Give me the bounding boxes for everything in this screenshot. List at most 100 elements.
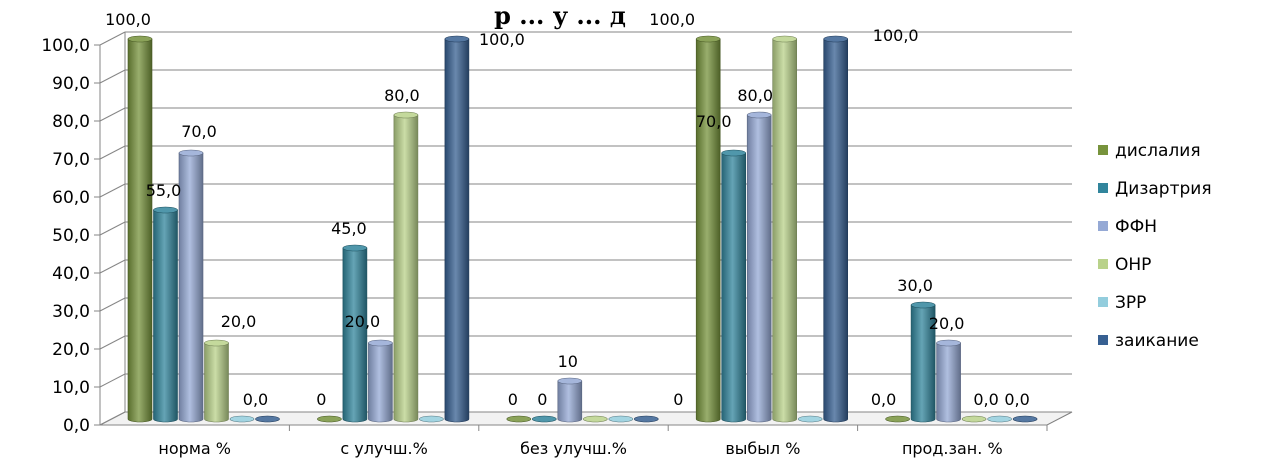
x-category-label: норма % [158, 439, 231, 458]
y-tick-label: 80,0 [52, 112, 90, 132]
data-label: 100,0 [873, 26, 919, 45]
bar-top-ОНР-выбыл % [772, 35, 798, 43]
data-label: 0,0 [1004, 390, 1029, 409]
data-label: 55,0 [146, 181, 182, 200]
bar-top-дислалия-норма % [127, 35, 153, 43]
gridline-depth [99, 183, 126, 198]
y-tick-label: 20,0 [52, 340, 90, 360]
bar-top-ЗРР-с улучш.% [419, 415, 444, 423]
y-tick-label: 30,0 [52, 302, 90, 322]
data-label: 100,0 [479, 30, 525, 49]
bar-top-Дизартрия-с улучш.% [342, 244, 368, 252]
data-label: 80,0 [737, 86, 773, 105]
legend-label: дислалия [1115, 141, 1201, 161]
bar-ФФН-норма % [178, 152, 204, 423]
axes: 0,0 10,0 20,0 30,0 40,0 50,0 60,0 70,0 80,0 90,0 1… [41, 32, 1048, 458]
bar-Дизартрия-выбыл % [721, 152, 746, 423]
legend-label: ФФН [1115, 217, 1157, 237]
gridline-depth [99, 411, 126, 426]
bar-top-ЗРР-выбыл % [797, 415, 823, 423]
bar-ОНР-с улучш.% [393, 114, 419, 423]
bar-заикание-с улучш.% [444, 38, 470, 423]
bar-top-дислалия-без улучш.% [506, 415, 532, 423]
data-label: 0 [316, 390, 326, 409]
bar-top-заикание-выбыл % [823, 35, 849, 43]
bar-top-ОНР-норма % [204, 339, 229, 347]
gridline-depth [99, 31, 126, 46]
bar-top-Дизартрия-норма % [153, 206, 178, 214]
data-label: 0,0 [973, 390, 998, 409]
x-category-label: с улучш.% [340, 439, 427, 458]
data-label: 30,0 [897, 276, 933, 295]
y-tick-label: 0,0 [63, 416, 90, 436]
bar-ОНР-выбыл % [772, 38, 797, 423]
bar-top-заикание-без улучш.% [633, 415, 659, 423]
y-tick-label: 50,0 [52, 226, 90, 246]
bar-ФФН-с улучш.% [368, 342, 393, 423]
legend-label: ОНР [1115, 255, 1151, 275]
y-tick-label: 70,0 [52, 150, 90, 170]
bar-top-ФФН-норма % [178, 149, 204, 157]
legend-label: Дизартрия [1115, 179, 1212, 199]
gridline-depth [99, 259, 126, 274]
bar-top-ОНР-с улучш.% [393, 111, 419, 119]
data-label: 0 [537, 390, 547, 409]
bar-top-ОНР-без улучш.% [582, 415, 608, 423]
legend-swatch [1098, 145, 1108, 155]
bar-top-заикание-норма % [255, 415, 280, 423]
y-tick-label: 10,0 [52, 378, 90, 398]
bar-top-дислалия-прод.зан. % [885, 415, 910, 423]
bar-top-дислалия-выбыл % [695, 35, 721, 43]
bars [127, 35, 1038, 423]
data-label: 100,0 [780, 0, 826, 1]
bar-top-ФФН-прод.зан. % [936, 339, 961, 347]
y-tick-label: 40,0 [52, 264, 90, 284]
gridline-depth [99, 107, 126, 122]
data-label: 10 [558, 352, 578, 371]
chart-title: р ... у ... д [494, 1, 626, 30]
legend-swatch [1098, 183, 1108, 193]
bar-top-дислалия-с улучш.% [317, 415, 342, 423]
data-label: 45,0 [331, 219, 367, 238]
data-label: 70,0 [696, 112, 732, 131]
data-label: 100,0 [105, 10, 151, 29]
bar-Дизартрия-норма % [153, 209, 178, 423]
bar-дислалия-норма % [127, 38, 153, 423]
legend-swatch [1098, 297, 1108, 307]
legend-swatch [1098, 259, 1108, 269]
y-tick-label: 100,0 [41, 36, 90, 56]
data-label: 70,0 [181, 122, 217, 141]
legend-swatch [1098, 335, 1108, 345]
bar-дислалия-выбыл % [695, 38, 721, 423]
bar-top-Дизартрия-выбыл % [721, 149, 747, 157]
x-category-label: без улучш.% [520, 439, 627, 458]
legend: дислалия Дизартрия ФФН ОНР ЗРР заикание [1098, 141, 1212, 351]
bar-top-Дизартрия-прод.зан. % [910, 301, 936, 309]
legend-label: заикание [1115, 331, 1199, 351]
bar-заикание-выбыл % [823, 38, 848, 423]
bar-Дизартрия-прод.зан. % [910, 304, 936, 423]
x-category-label: прод.зан. % [902, 439, 1003, 458]
legend-swatch [1098, 221, 1108, 231]
data-label: 100,0 [649, 10, 695, 29]
gridline-depth [99, 145, 126, 160]
bar-ФФН-без улучш.% [557, 380, 583, 423]
data-label: 20,0 [929, 314, 965, 333]
bar-ОНР-норма % [204, 342, 229, 423]
bar-top-ЗРР-без улучш.% [608, 415, 634, 423]
data-label: 0 [508, 390, 518, 409]
bar-top-заикание-с улучш.% [444, 35, 470, 43]
bar-top-заикание-прод.зан. % [1012, 415, 1038, 423]
bar-top-ФФН-с улучш.% [368, 339, 393, 347]
bar-top-ЗРР-норма % [229, 415, 255, 423]
gridline-depth [99, 297, 126, 312]
gridline-depth [99, 335, 126, 350]
bar-top-ЗРР-прод.зан. % [987, 415, 1012, 423]
gridline-depth [99, 69, 126, 84]
bar-top-ФФН-без улучш.% [557, 377, 583, 385]
data-label: 0 [673, 390, 683, 409]
data-label: 20,0 [345, 312, 381, 331]
bar-ФФН-выбыл % [746, 114, 772, 423]
